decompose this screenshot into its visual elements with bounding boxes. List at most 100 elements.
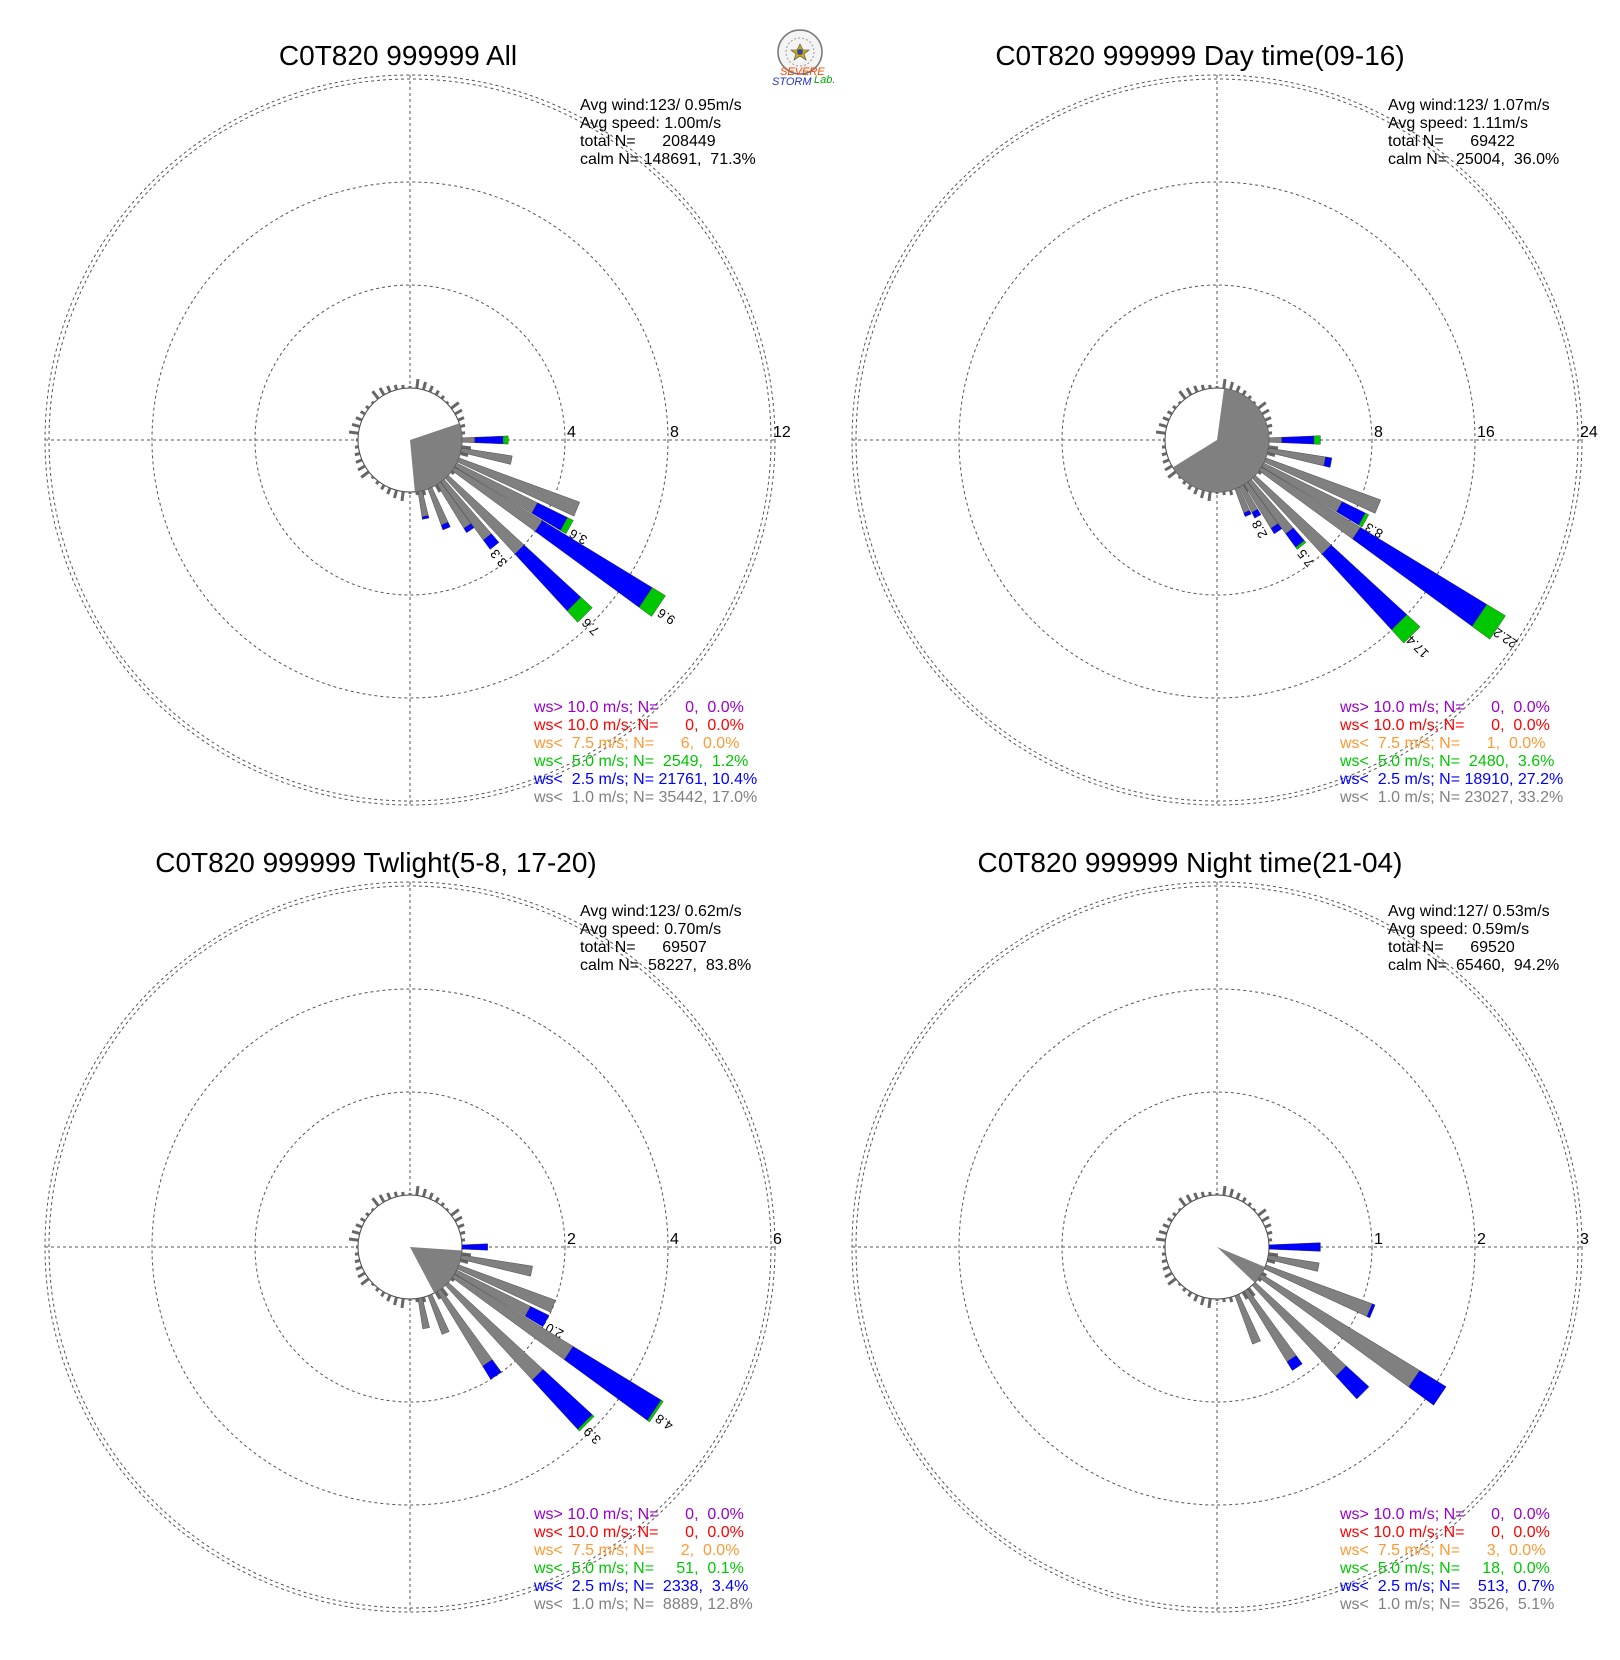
info-line-1: Avg wind:123/ 1.07m/s [1388,97,1550,114]
severe-storm-lab-logo: SEVERE STORM Lab. [772,29,835,88]
calm-tick [434,1196,440,1203]
calm-tick [386,1294,392,1302]
calm-tick [1177,1207,1182,1212]
calm-tick [1252,1207,1257,1212]
calm-tick [1162,458,1170,464]
calm-tick [1247,1202,1252,1207]
calm-tick [434,1291,442,1300]
calm-tick [1166,1217,1173,1223]
panel-title: C0T820 999999 Day time(09-16) [995,40,1404,71]
calm-tick [1266,1259,1276,1264]
legend-entry-2: ws< 10.0 m/s; N= 0, 0.0% [1339,1524,1550,1541]
calm-tick [370,400,375,405]
calm-tick [1193,1294,1199,1302]
calm-tick [1268,1252,1279,1257]
calm-tick [461,445,472,450]
range-ring-2 [151,988,669,1506]
wind-bar-segment [638,587,666,617]
legend-entry-3: ws< 7.5 m/s; N= 2, 0.0% [533,1542,739,1559]
info-line-2: Avg speed: 0.59m/s [1388,921,1529,938]
calm-tick [1164,1271,1173,1279]
ring-label-3: 3 [1580,1231,1589,1248]
range-ring-2 [958,988,1476,1506]
legend-entry-5: ws< 2.5 m/s; N= 21761, 10.4% [533,771,757,788]
calm-tick [365,405,370,410]
legend-entry-5: ws< 2.5 m/s; N= 513, 0.7% [1339,1578,1554,1595]
calm-tick [371,1197,380,1207]
calm-tick [393,384,398,391]
calm-tick [375,1287,380,1292]
calm-tick [1268,445,1279,450]
calm-tick [415,1185,420,1196]
bar-value-label: 3.3 [487,546,510,569]
range-ring-2 [151,181,669,699]
calm-tick [380,1291,386,1298]
calm-tick [1200,1296,1205,1306]
wind-bar-segment [1352,527,1488,627]
calm-tick [355,416,363,422]
legend-entry-5: ws< 2.5 m/s; N= 18910, 27.2% [1339,771,1563,788]
info-line-4: calm N= 58227, 83.8% [580,957,751,974]
calm-tick [1257,1208,1267,1217]
info-line-1: Avg wind:127/ 0.53m/s [1388,903,1550,920]
bar-value-label: 4.8 [652,1411,675,1434]
calm-tick [450,1208,460,1217]
calm-tick [1167,1277,1177,1286]
legend-entry-6: ws< 1.0 m/s; N= 8889, 12.8% [533,1596,753,1613]
calm-tick [422,1188,427,1198]
calm-tick [1247,1287,1256,1297]
info-line-2: Avg speed: 1.11m/s [1388,115,1528,132]
calm-tick [1193,1192,1199,1200]
calm-tick [370,475,375,480]
info-line-4: calm N= 65460, 94.2% [1388,957,1559,974]
legend-entry-2: ws< 10.0 m/s; N= 0, 0.0% [1339,717,1550,734]
wind-bar-segment [1358,512,1370,528]
calm-tick [348,1237,359,1242]
wind-bar-segment [1391,614,1421,644]
ring-label-1: 2 [567,1231,576,1248]
calm-tick [1261,1271,1268,1277]
calm-tick [454,1215,463,1223]
wind-bar-segment [1313,435,1321,445]
calm-tick [1177,400,1182,405]
wind-bar-segment [421,515,430,520]
calm-tick [357,1271,366,1279]
wind-bar-segment [456,457,581,517]
calm-tick [457,1223,465,1229]
info-line-4: calm N= 25004, 36.0% [1388,151,1559,168]
wind-bar-segment [566,596,593,623]
calm-tick [440,395,445,400]
calm-tick [454,408,463,416]
calm-tick [360,470,370,479]
info-line-2: Avg speed: 1.00m/s [580,115,721,132]
legend-entry-1: ws> 10.0 m/s; N= 0, 0.0% [533,699,744,716]
calm-tick [422,381,427,391]
calm-tick [1229,1188,1234,1198]
calm-tick [1185,1194,1193,1203]
wind-rose-panel-4: 1 2 3 C0T820 999999 Night time(21-04) Avg wi… [851,847,1589,1613]
calm-tick [459,1230,466,1235]
calm-tick [1164,464,1173,472]
calm-tick [1177,475,1182,480]
calm-tick [354,1259,361,1264]
calm-tick [415,378,420,389]
legend-entry-1: ws> 10.0 m/s; N= 0, 0.0% [1339,1506,1550,1523]
calm-tick [434,484,442,493]
calm-tick [378,387,386,396]
calm-tick [370,1282,375,1287]
calm-tick [365,1212,370,1217]
ring-label-1: 8 [1374,424,1383,441]
legend-entry-3: ws< 7.5 m/s; N= 6, 0.0% [533,735,739,752]
wind-bar-segment [1234,1293,1261,1345]
wind-bar-segment [524,1306,550,1328]
calm-tick [400,1298,405,1309]
legend-entry-6: ws< 1.0 m/s; N= 23027, 33.2% [1339,789,1563,806]
calm-tick [370,1207,375,1212]
legend-entry-6: ws< 1.0 m/s; N= 3526, 5.1% [1339,1596,1554,1613]
wind-bar-segment [1270,523,1283,535]
calm-tick [386,385,392,393]
calm-tick [1178,1197,1187,1207]
calm-tick [380,484,386,491]
